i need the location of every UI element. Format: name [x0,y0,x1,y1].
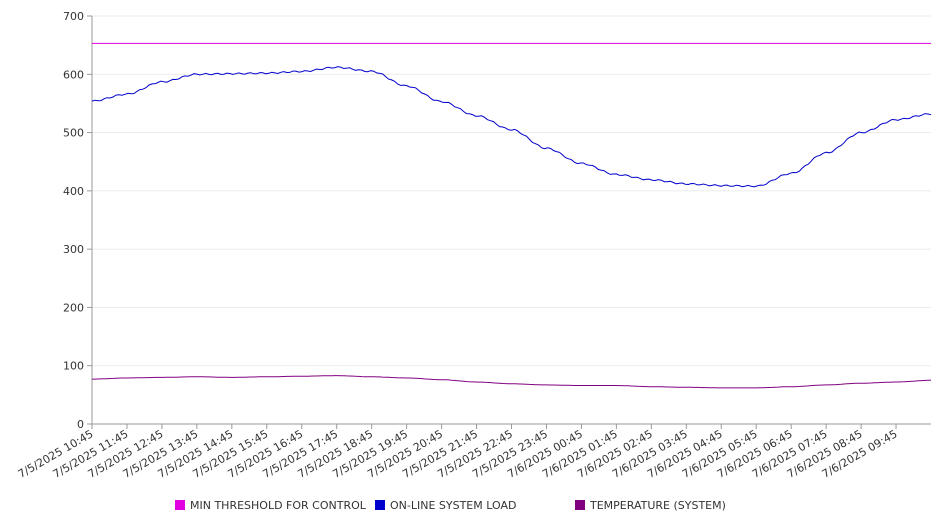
y-axis-ticks: 0 100 200 300 400 500 600 700 [63,10,92,431]
legend-item-threshold: MIN THRESHOLD FOR CONTROL [175,499,367,512]
legend-swatch-temperature [575,500,585,510]
legend-item-temperature: TEMPERATURE (SYSTEM) [575,499,726,512]
series-line-temperature [92,375,931,389]
y-tick-label: 700 [63,10,84,23]
y-tick-label: 0 [77,418,84,431]
legend-item-load: ON-LINE SYSTEM LOAD [375,499,516,512]
grid-lines [92,15,931,367]
legend-label-load: ON-LINE SYSTEM LOAD [390,499,516,512]
y-tick-label: 500 [63,127,84,140]
legend-swatch-load [375,500,385,510]
legend-swatch-threshold [175,500,185,510]
legend: MIN THRESHOLD FOR CONTROL ON-LINE SYSTEM… [175,499,726,512]
y-tick-label: 300 [63,243,84,256]
y-tick-label: 600 [63,68,84,81]
legend-label-threshold: MIN THRESHOLD FOR CONTROL [190,499,367,512]
y-tick-label: 200 [63,301,84,314]
y-tick-label: 100 [63,360,84,373]
axes [91,16,931,425]
series-lines [91,42,932,389]
y-tick-label: 400 [63,185,84,198]
x-axis-ticks: 7/5/2025 10:457/5/2025 11:457/5/2025 12:… [16,424,900,481]
legend-label-temperature: TEMPERATURE (SYSTEM) [589,499,726,512]
series-line-load [91,66,932,188]
